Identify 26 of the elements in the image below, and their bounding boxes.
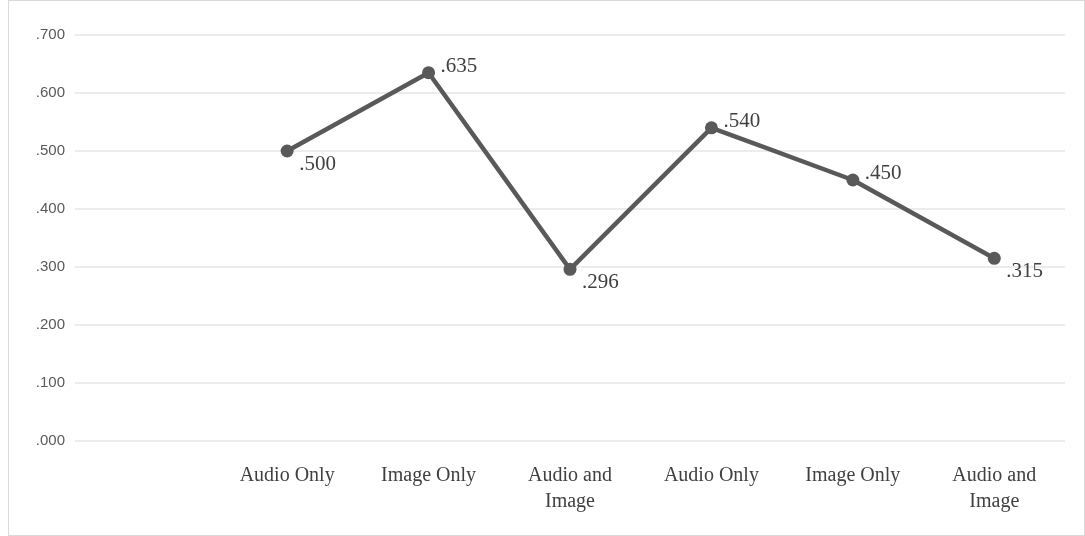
y-tick-label: .500 — [35, 140, 65, 158]
x-tick-label: Image Only — [381, 463, 477, 486]
point — [704, 121, 718, 135]
y-tick-label: .400 — [35, 198, 65, 216]
point — [280, 144, 294, 158]
y-tick-label: .300 — [35, 256, 65, 274]
y-tick-label: .000 — [35, 430, 65, 448]
data-label: .500 — [299, 150, 336, 175]
y-tick-label: .700 — [35, 24, 65, 42]
x-tick-label: Audio and Image — [952, 463, 1037, 512]
point — [987, 251, 1001, 265]
x-tick-label: Audio Only — [239, 463, 335, 486]
point — [422, 66, 436, 80]
y-tick-label: .100 — [35, 372, 65, 390]
point — [846, 173, 860, 187]
data-label: .635 — [440, 52, 478, 77]
data-label: .296 — [582, 269, 619, 294]
y-tick-label: .600 — [35, 82, 65, 100]
data-label: .540 — [723, 107, 761, 132]
x-tick-label: Audio Only — [663, 463, 759, 486]
x-tick-label: Image Only — [805, 463, 901, 486]
x-tick-label: Audio and Image — [528, 463, 612, 512]
point — [563, 262, 577, 276]
data-label: .315 — [1006, 258, 1044, 283]
data-label: .450 — [864, 159, 902, 184]
y-tick-label: .200 — [35, 314, 65, 332]
